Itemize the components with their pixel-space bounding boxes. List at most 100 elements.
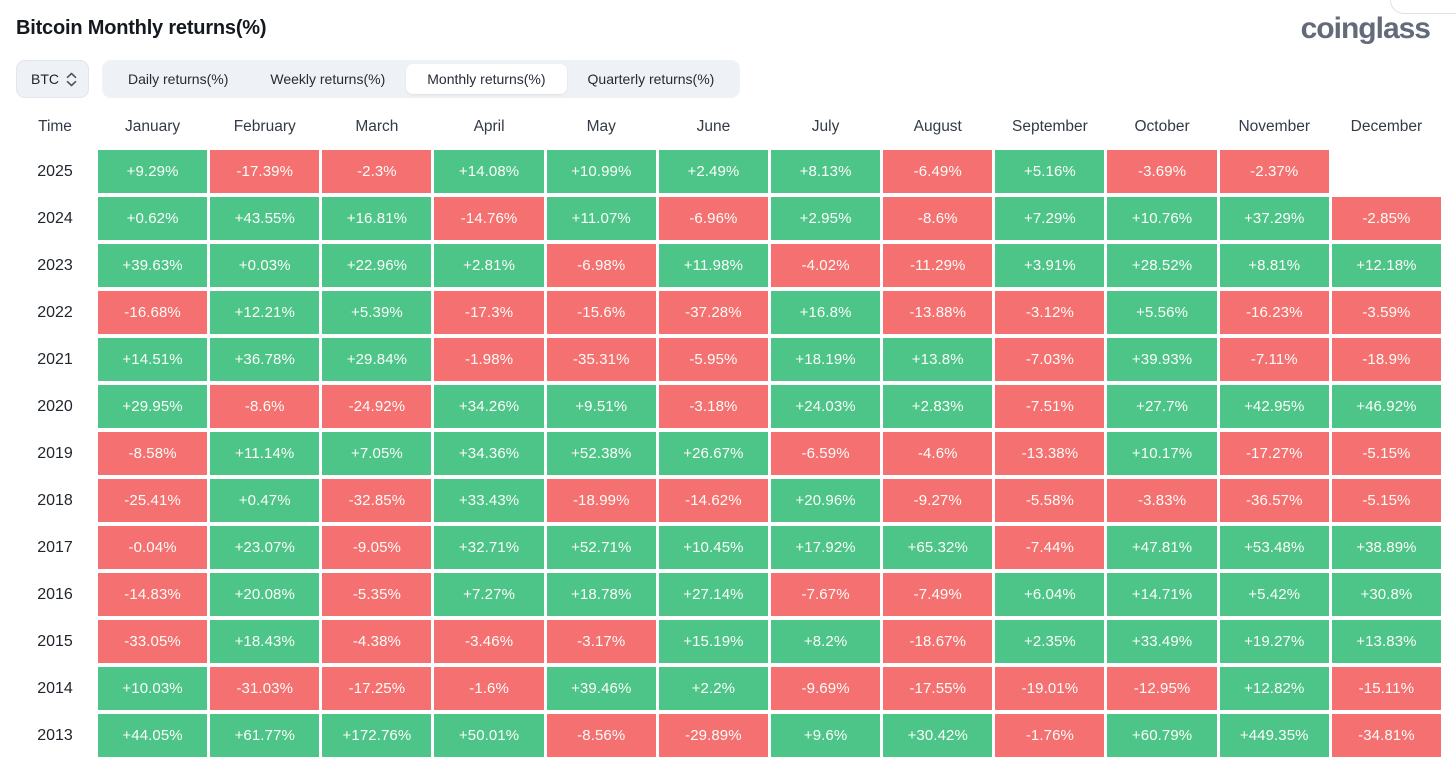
return-cell[interactable]: -5.95% [658,338,768,381]
return-cell[interactable]: -14.62% [658,479,768,522]
return-cell[interactable]: +0.47% [210,479,320,522]
return-cell[interactable]: +28.52% [1107,244,1217,287]
return-cell[interactable]: +43.55% [210,197,320,240]
return-cell[interactable]: -3.59% [1331,291,1441,334]
tab-quarterly-returns[interactable]: Quarterly returns(%) [587,71,715,87]
return-cell[interactable]: -19.01% [995,667,1105,710]
return-cell[interactable]: +14.51% [98,338,208,381]
return-cell[interactable]: +172.76% [322,714,432,757]
return-cell[interactable]: -11.29% [883,244,993,287]
return-cell[interactable]: -2.3% [322,150,432,193]
return-cell[interactable]: +23.07% [210,526,320,569]
return-cell[interactable]: -18.99% [546,479,656,522]
return-cell[interactable]: +11.07% [546,197,656,240]
return-cell[interactable]: +27.7% [1107,385,1217,428]
return-cell[interactable]: +449.35% [1219,714,1329,757]
return-cell[interactable]: +30.42% [883,714,993,757]
return-cell[interactable]: +29.84% [322,338,432,381]
return-cell[interactable]: +19.27% [1219,620,1329,663]
return-cell[interactable]: +53.48% [1219,526,1329,569]
return-cell[interactable]: +36.78% [210,338,320,381]
return-cell[interactable]: +29.95% [98,385,208,428]
return-cell[interactable]: -6.49% [883,150,993,193]
return-cell[interactable]: +8.2% [770,620,881,663]
return-cell[interactable]: -6.96% [658,197,768,240]
return-cell[interactable]: +7.27% [434,573,544,616]
return-cell[interactable]: -3.46% [434,620,544,663]
return-cell[interactable]: +9.6% [770,714,881,757]
return-cell[interactable]: +6.04% [995,573,1105,616]
return-cell[interactable]: +20.96% [770,479,881,522]
return-cell[interactable]: -31.03% [210,667,320,710]
return-cell[interactable]: +32.71% [434,526,544,569]
return-cell[interactable]: -33.05% [98,620,208,663]
return-cell[interactable]: -15.6% [546,291,656,334]
return-cell[interactable]: +2.81% [434,244,544,287]
return-cell[interactable]: -8.6% [210,385,320,428]
return-cell[interactable]: +65.32% [883,526,993,569]
tab-monthly-returns[interactable]: Monthly returns(%) [406,64,567,94]
return-cell[interactable]: -6.98% [546,244,656,287]
return-cell[interactable]: -5.15% [1331,432,1441,475]
tab-weekly-returns[interactable]: Weekly returns(%) [270,71,386,87]
return-cell[interactable]: -1.98% [434,338,544,381]
return-cell[interactable]: +5.16% [995,150,1105,193]
return-cell[interactable]: +39.63% [98,244,208,287]
return-cell[interactable]: -14.76% [434,197,544,240]
return-cell[interactable]: +33.43% [434,479,544,522]
return-cell[interactable]: -1.6% [434,667,544,710]
return-cell[interactable]: -3.69% [1107,150,1217,193]
return-cell[interactable]: +14.71% [1107,573,1217,616]
return-cell[interactable]: +9.51% [546,385,656,428]
return-cell[interactable]: +47.81% [1107,526,1217,569]
return-cell[interactable]: -8.6% [883,197,993,240]
return-cell[interactable]: +12.21% [210,291,320,334]
return-cell[interactable]: +2.95% [770,197,881,240]
return-cell[interactable]: +3.91% [995,244,1105,287]
return-cell[interactable]: +17.92% [770,526,881,569]
return-cell[interactable]: +10.17% [1107,432,1217,475]
return-cell[interactable]: +34.26% [434,385,544,428]
return-cell[interactable]: +33.49% [1107,620,1217,663]
return-cell[interactable]: -14.83% [98,573,208,616]
return-cell[interactable]: -1.76% [995,714,1105,757]
return-cell[interactable]: +18.43% [210,620,320,663]
return-cell[interactable]: +39.46% [546,667,656,710]
return-cell[interactable]: -17.55% [883,667,993,710]
return-cell[interactable]: +34.36% [434,432,544,475]
return-cell[interactable]: +61.77% [210,714,320,757]
return-cell[interactable]: -2.37% [1219,150,1329,193]
return-cell[interactable]: -8.56% [546,714,656,757]
return-cell[interactable]: -17.25% [322,667,432,710]
return-cell[interactable]: +46.92% [1331,385,1441,428]
tab-daily-returns[interactable]: Daily returns(%) [128,71,229,87]
return-cell[interactable]: -17.39% [210,150,320,193]
return-cell[interactable]: +10.45% [658,526,768,569]
return-cell[interactable]: -18.9% [1331,338,1441,381]
return-cell[interactable]: +22.96% [322,244,432,287]
return-cell[interactable]: +24.03% [770,385,881,428]
return-cell[interactable]: +44.05% [98,714,208,757]
return-cell[interactable]: +12.82% [1219,667,1329,710]
return-cell[interactable]: +2.35% [995,620,1105,663]
return-cell[interactable]: -29.89% [658,714,768,757]
return-cell[interactable]: +13.83% [1331,620,1441,663]
return-cell[interactable]: +10.76% [1107,197,1217,240]
return-cell[interactable]: +13.8% [883,338,993,381]
return-cell[interactable]: -18.67% [883,620,993,663]
return-cell[interactable]: +20.08% [210,573,320,616]
return-cell[interactable]: -15.11% [1331,667,1441,710]
return-cell[interactable]: +50.01% [434,714,544,757]
return-cell[interactable]: +9.29% [98,150,208,193]
return-cell[interactable]: -7.49% [883,573,993,616]
return-cell[interactable]: +18.78% [546,573,656,616]
return-cell[interactable]: -9.69% [770,667,881,710]
return-cell[interactable]: +5.56% [1107,291,1217,334]
return-cell[interactable]: +16.81% [322,197,432,240]
return-cell[interactable]: -12.95% [1107,667,1217,710]
return-cell[interactable]: +27.14% [658,573,768,616]
return-cell[interactable]: +52.71% [546,526,656,569]
return-cell[interactable]: -24.92% [322,385,432,428]
return-cell[interactable]: +60.79% [1107,714,1217,757]
return-cell[interactable]: -4.6% [883,432,993,475]
